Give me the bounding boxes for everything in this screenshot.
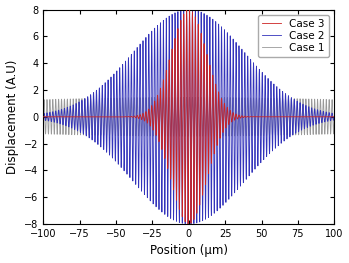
Case 2 <box>41 115 45 118</box>
Case 2 <box>187 8 192 11</box>
Case 2 <box>332 115 336 118</box>
Case 1 <box>41 115 45 118</box>
Case 3 <box>217 113 221 117</box>
Case 1 <box>187 96 192 99</box>
Line: Case 3: Case 3 <box>43 10 334 224</box>
Line: Case 1: Case 1 <box>43 97 334 136</box>
Line: Case 2: Case 2 <box>43 9 334 224</box>
Case 2 <box>250 152 254 155</box>
Case 3 <box>228 109 232 112</box>
Case 1 <box>186 135 190 138</box>
Case 3 <box>313 115 318 118</box>
Case 3 <box>250 115 254 118</box>
Case 3 <box>179 23 183 26</box>
Case 1 <box>179 97 183 100</box>
Case 2 <box>114 136 118 140</box>
Case 1 <box>114 124 118 127</box>
Case 2 <box>186 222 190 226</box>
Case 1 <box>313 119 318 122</box>
Case 2 <box>179 14 183 17</box>
Case 2 <box>217 108 221 112</box>
Case 1 <box>250 128 254 131</box>
Case 1 <box>217 114 221 117</box>
Case 3 <box>114 115 118 118</box>
Case 2 <box>228 38 232 41</box>
Case 3 <box>187 8 192 11</box>
Legend: Case 3, Case 2, Case 1: Case 3, Case 2, Case 1 <box>258 15 329 57</box>
Case 1 <box>332 115 336 118</box>
X-axis label: Position (μm): Position (μm) <box>150 244 228 257</box>
Case 3 <box>41 115 45 118</box>
Case 2 <box>313 117 318 120</box>
Case 3 <box>186 222 190 225</box>
Case 3 <box>332 115 336 118</box>
Y-axis label: Displacement (A.U): Displacement (A.U) <box>6 60 18 174</box>
Case 1 <box>228 97 232 100</box>
